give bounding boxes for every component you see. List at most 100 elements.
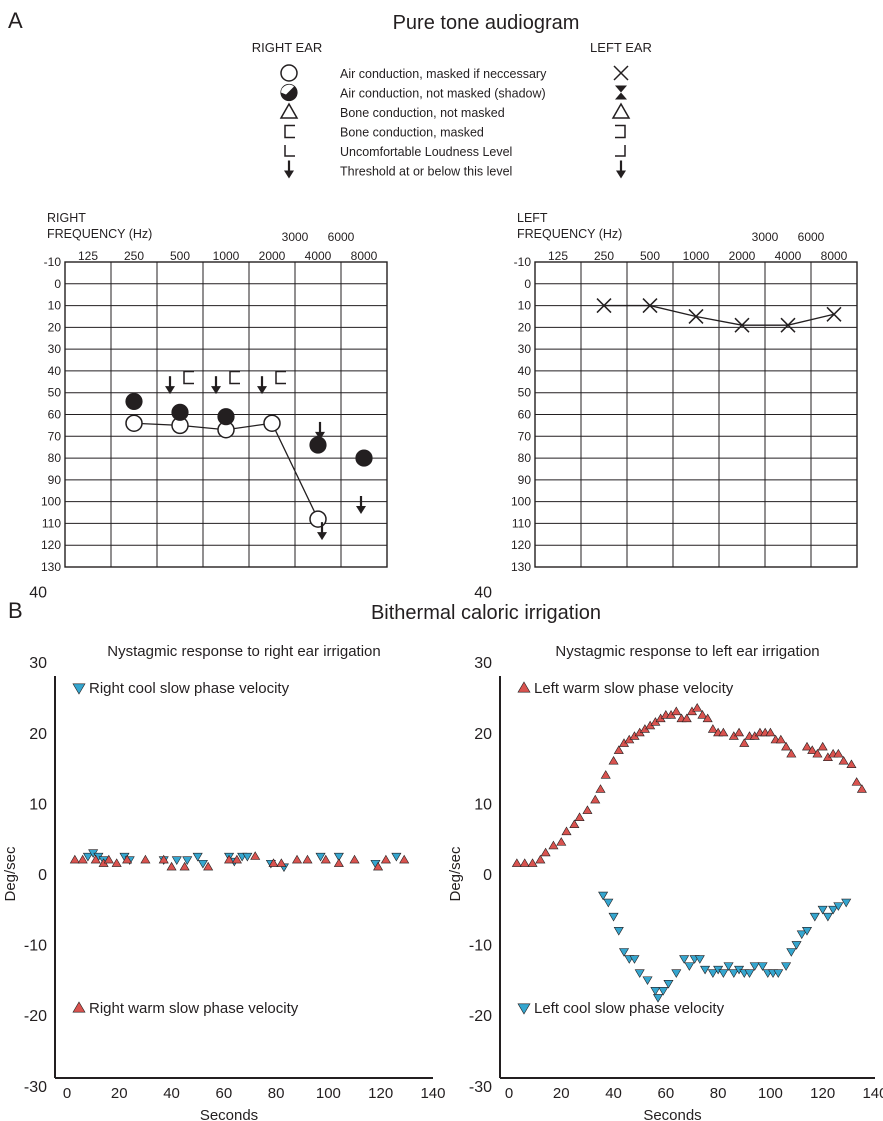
legend-right-symbol-down-arrow	[284, 160, 294, 179]
data-point-down-triangle	[828, 905, 839, 915]
caloric-x-tick-label: 140	[420, 1085, 445, 1102]
data-point-up-triangle	[140, 854, 151, 864]
legend-right-symbol-bracket-left	[284, 124, 295, 139]
legend-left-symbol-cross	[613, 65, 629, 81]
data-point-down-triangle	[242, 852, 253, 862]
audiogram-point-down-arrow	[356, 496, 366, 514]
caloric-y-tick-label: -30	[469, 1079, 492, 1096]
data-point-down-triangle	[684, 962, 695, 971]
panel-a-title: Pure tone audiogram	[393, 12, 580, 34]
data-point-down-triangle	[773, 969, 784, 978]
audiogram-y-tick-label: 50	[518, 386, 532, 400]
audiogram-y-tick-label: 40	[518, 364, 532, 378]
caloric-legend-label: Left warm slow phase velocity	[534, 680, 734, 697]
data-point-up-triangle	[739, 738, 750, 747]
data-point-down-triangle	[749, 962, 760, 971]
data-point-down-triangle	[618, 948, 630, 957]
caloric-x-tick-label: 0	[505, 1085, 513, 1102]
data-point-down-triangle	[608, 912, 619, 922]
data-point-up-triangle	[349, 854, 360, 864]
data-point-up-triangle	[333, 858, 344, 867]
audiogram-x-tick-label: 1000	[683, 249, 710, 263]
data-point-up-triangle	[702, 713, 713, 723]
data-point-down-triangle	[679, 955, 690, 964]
data-point-down-triangle	[786, 948, 797, 957]
data-point-up-triangle	[519, 858, 530, 867]
audiogram-y-tick-label: 110	[512, 516, 531, 530]
data-point-up-triangle	[540, 847, 551, 857]
audiogram-point-filled-circle	[355, 449, 373, 467]
caloric-y-tick-label: -30	[24, 1079, 47, 1096]
audiogram-y-tick-label: 130	[511, 560, 531, 574]
legend-row-label: Air conduction, masked if neccessary	[340, 67, 547, 81]
data-point-up-triangle	[399, 854, 410, 864]
audiogram-y-tick-label: 100	[41, 495, 61, 509]
data-point-up-triangle	[817, 741, 828, 751]
data-point-down-triangle	[315, 852, 326, 862]
data-point-up-triangle	[765, 727, 776, 737]
caloric-x-tick-label: 100	[316, 1085, 341, 1102]
data-point-down-triangle	[197, 859, 208, 869]
legend-row-label: Uncomfortable Loudness Level	[340, 145, 512, 159]
legend-row-label: Threshold at or below this level	[340, 165, 512, 179]
data-point-down-triangle	[634, 969, 645, 978]
audiogram-point-bracket-left	[229, 370, 240, 385]
audiogram-upper-tick-label: 6000	[328, 230, 355, 244]
audiogram-y-tick-label: 70	[518, 429, 532, 443]
data-point-up-triangle	[250, 851, 261, 860]
data-point-up-triangle	[734, 727, 745, 737]
data-point-up-triangle	[292, 854, 303, 864]
data-point-up-triangle	[692, 702, 703, 712]
audiogram-point-cross	[780, 317, 796, 333]
audiogram-x-tick-label: 8000	[351, 249, 378, 263]
audiogram-y-tick-label: 120	[511, 538, 531, 552]
data-point-down-triangle	[192, 852, 203, 862]
audiogram-point-filled-circle	[217, 408, 235, 426]
audiogram-upper-tick-label: 6000	[798, 230, 825, 244]
caloric-x-tick-label: 20	[553, 1085, 570, 1102]
data-point-down-triangle	[801, 927, 813, 936]
audiogram-y-tick-label: 110	[42, 516, 61, 530]
audiogram-y-tick-label: 60	[48, 408, 62, 422]
audiogram-y-tick-label: 20	[518, 320, 532, 334]
data-point-up-triangle	[203, 861, 214, 871]
caloric-chart-title: Nystagmic response to right ear irrigati…	[107, 643, 380, 660]
audiogram-side-label: RIGHT	[47, 211, 86, 225]
data-point-down-triangle	[613, 927, 624, 936]
legend-row-label: Air conduction, not masked (shadow)	[340, 87, 546, 101]
caloric-y-tick-label: 40	[29, 585, 47, 602]
audiogram-upper-tick-label: 3000	[752, 230, 779, 244]
caloric-x-tick-label: 40	[605, 1085, 622, 1102]
caloric-legend-label: Left cool slow phase velocity	[534, 1000, 725, 1017]
data-point-up-triangle	[302, 854, 313, 864]
data-point-down-triangle	[629, 955, 640, 964]
data-point-up-triangle	[838, 755, 849, 765]
caloric-y-tick-label: 20	[474, 726, 492, 743]
data-point-up-triangle	[812, 748, 823, 758]
data-point-up-triangle	[608, 755, 619, 765]
data-point-up-triangle	[851, 777, 862, 786]
audiogram-y-tick-label: 70	[48, 429, 62, 443]
caloric-y-tick-label: 30	[474, 655, 492, 672]
panel-a-letter: A	[8, 8, 23, 33]
panel-b-title: Bithermal caloric irrigation	[371, 602, 601, 624]
legend-right-symbol-shadow-circle	[280, 83, 298, 102]
data-point-up-triangle	[856, 784, 867, 793]
audiogram-y-tick-label: 100	[511, 495, 531, 509]
audiogram-series-line	[604, 304, 835, 326]
audiogram-point-cross	[642, 298, 658, 314]
data-point-down-triangle	[333, 852, 344, 862]
data-point-down-triangle	[791, 941, 802, 950]
data-point-up-triangle	[77, 854, 88, 864]
audiogram-y-tick-label: 0	[524, 277, 531, 291]
audiogram-point-down-arrow	[317, 522, 327, 541]
legend-marker-up-triangle	[72, 1001, 86, 1013]
audiogram-upper-tick-label: 3000	[282, 230, 309, 244]
data-point-up-triangle	[807, 745, 818, 754]
audiogram-y-tick-label: 130	[41, 560, 61, 574]
data-point-up-triangle	[158, 854, 169, 864]
data-point-up-triangle	[582, 805, 593, 814]
audiogram-point-down-arrow	[257, 376, 267, 395]
